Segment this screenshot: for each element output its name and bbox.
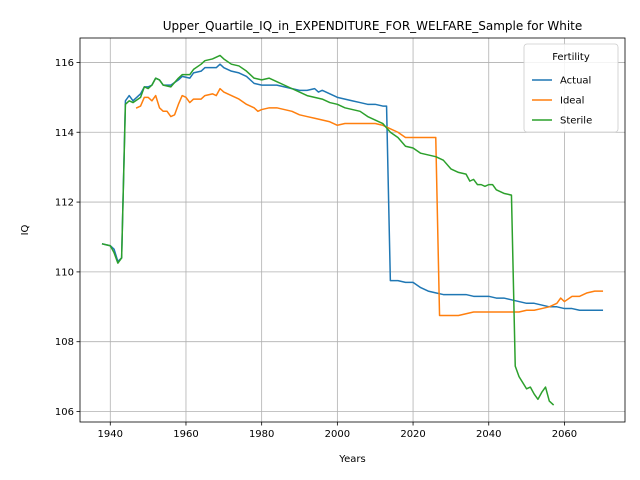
- grid: [80, 38, 625, 422]
- x-tick-label: 2000: [325, 429, 350, 440]
- legend-label-actual: Actual: [560, 76, 591, 87]
- x-tick-label: 2040: [476, 429, 501, 440]
- axis-ticks: 1940 1960 1980 2000 2020 2040 2060 106 108 110 112…: [55, 58, 577, 440]
- x-axis-title: Years: [338, 454, 365, 465]
- x-tick-label: 1980: [249, 429, 274, 440]
- plot-area: [101, 54, 604, 406]
- legend-box: [523, 43, 619, 133]
- y-tick-label: 112: [55, 198, 74, 209]
- y-tick-label: 116: [55, 58, 74, 69]
- x-tick-label: 1940: [98, 429, 123, 440]
- legend: Fertility Actual Ideal Sterile: [523, 43, 619, 133]
- y-tick-label: 114: [55, 128, 74, 139]
- y-tick-label: 110: [55, 267, 74, 278]
- x-tick-label: 1960: [173, 429, 198, 440]
- axes-frame: [79, 37, 626, 423]
- x-tick-label: 2020: [400, 429, 425, 440]
- legend-label-ideal: Ideal: [560, 96, 584, 107]
- legend-title: Fertility: [552, 52, 590, 63]
- series-line-ideal: [135, 87, 604, 317]
- y-tick-label: 106: [55, 407, 74, 418]
- chart-title: Upper_Quartile_IQ_in_EXPENDITURE_FOR_WEL…: [163, 19, 583, 33]
- y-axis-title: IQ: [20, 224, 31, 235]
- legend-label-sterile: Sterile: [560, 116, 592, 127]
- series-line-sterile: [101, 54, 555, 406]
- x-tick-label: 2060: [552, 429, 577, 440]
- y-tick-label: 108: [55, 337, 74, 348]
